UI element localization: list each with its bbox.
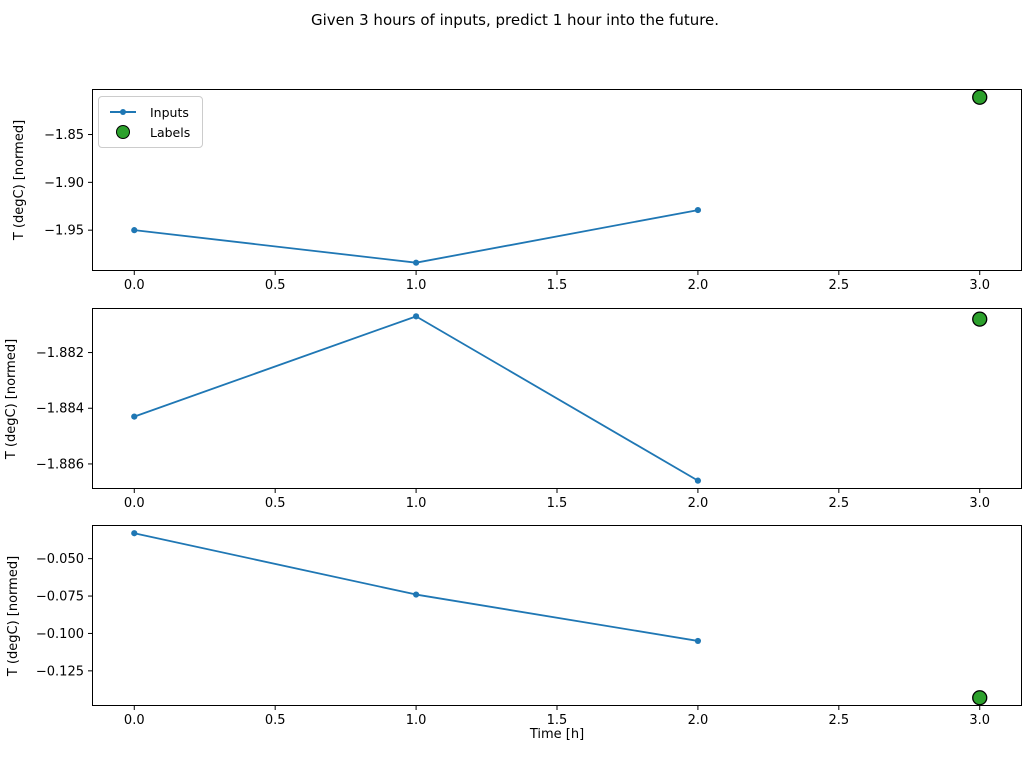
legend-item-labels: Labels [108,122,190,142]
x-tick-label: 2.0 [688,496,709,511]
legend-label-labels: Labels [150,124,191,140]
x-tick-label: 3.0 [969,496,990,511]
inputs-line [134,532,699,642]
inputs-point [131,413,138,420]
inputs-point [412,259,420,266]
x-tick-label: 0.5 [265,713,286,728]
axes-box-subplot-2 [92,308,1022,489]
x-tick-label: 1.0 [406,278,427,293]
inputs-point [131,530,138,537]
x-axis-label: Time [h] [529,727,585,742]
inputs-line [133,315,699,482]
y-tick-label: −1.95 [44,224,84,239]
x-tick-label: 0.0 [124,278,145,293]
legend: Inputs Labels [98,96,204,148]
y-tick-label: −1.90 [44,176,84,191]
y-tick-label: −1.886 [36,457,84,472]
x-tick-label: 3.0 [969,278,990,293]
y-tick-label: −0.075 [36,590,84,605]
inputs-line-icon [108,108,138,116]
x-tick-label: 0.0 [124,496,145,511]
labels-point [972,311,988,327]
inputs-point [694,637,702,645]
inputs-point [694,477,702,484]
legend-label-inputs: Inputs [150,104,189,120]
x-tick-label: 0.5 [265,496,286,511]
y-tick-label: −0.125 [36,664,84,679]
labels-circle-icon [108,125,138,139]
labels-point [972,690,988,706]
figure-title: Given 3 hours of inputs, predict 1 hour … [310,11,720,29]
axes-box-subplot-1 [92,89,1022,271]
x-tick-label: 2.5 [828,713,849,728]
x-tick-label: 0.5 [265,278,286,293]
axes-box-subplot-3 [92,525,1022,706]
inputs-point [694,206,702,214]
x-tick-label: 2.0 [688,278,709,293]
labels-point [972,89,988,105]
legend-item-inputs: Inputs [108,102,190,122]
y-tick-label: −1.882 [36,346,84,361]
x-tick-label: 2.0 [688,713,709,728]
x-tick-label: 1.5 [547,713,568,728]
x-tick-label: 2.5 [828,496,849,511]
y-tick-label: −1.85 [44,128,84,143]
inputs-point [131,227,138,234]
inputs-line [134,209,699,264]
y-tick-label: −0.050 [36,552,84,567]
x-tick-label: 0.0 [124,713,145,728]
x-tick-label: 1.5 [547,278,568,293]
y-tick-label: −0.100 [36,627,84,642]
x-tick-label: 2.5 [828,278,849,293]
x-tick-label: 1.5 [547,496,568,511]
x-tick-label: 3.0 [969,713,990,728]
x-tick-label: 1.0 [406,496,427,511]
inputs-point [412,591,420,598]
inputs-point [412,313,420,320]
y-tick-label: −1.884 [36,402,84,417]
x-tick-label: 1.0 [406,713,427,728]
